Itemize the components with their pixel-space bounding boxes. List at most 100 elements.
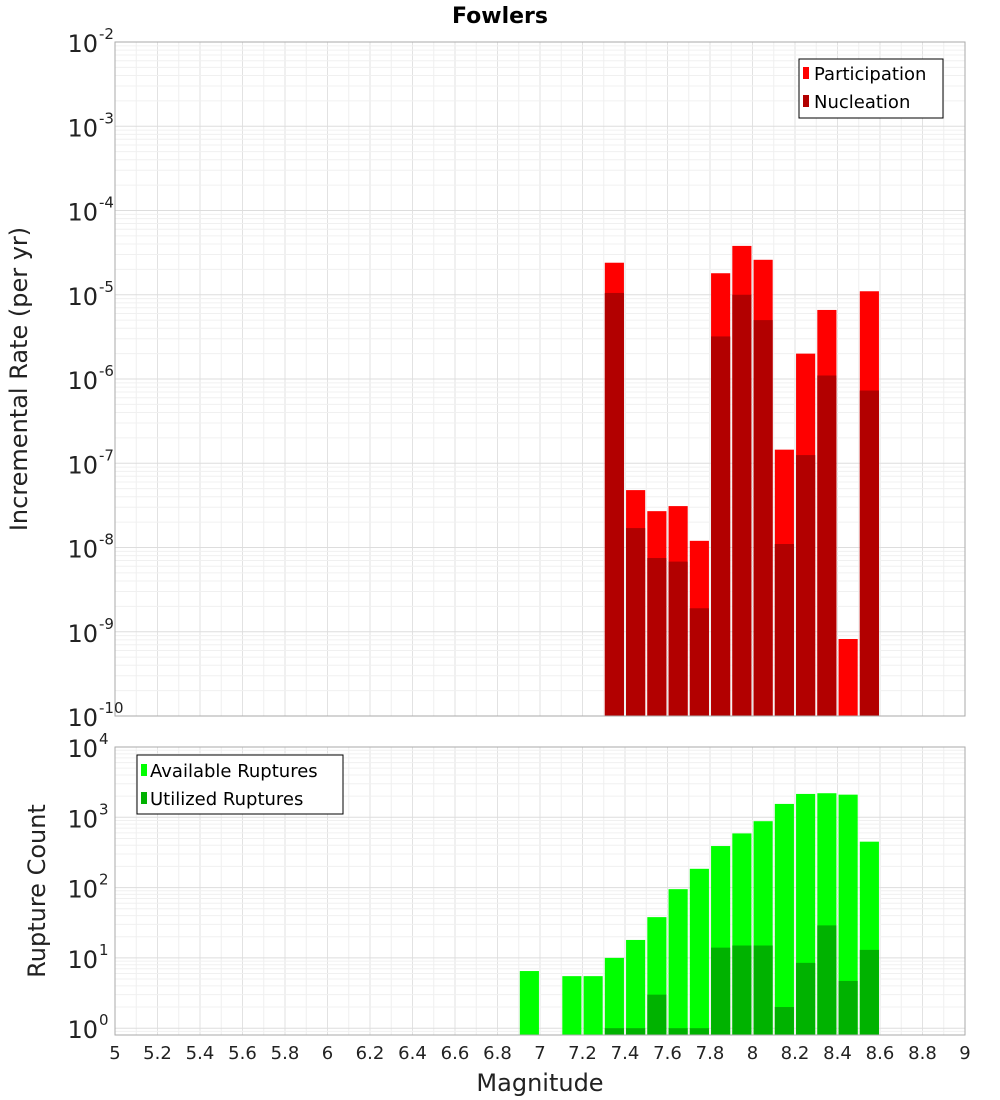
x-tick-label: 7.6 [653, 1043, 682, 1064]
x-tick-label: 7.2 [568, 1043, 597, 1064]
y-tick-exponent: 0 [99, 1011, 109, 1029]
rate-bars [604, 245, 879, 716]
y-tick-exponent: -6 [99, 362, 114, 380]
y-tick-label: 10 -7 [67, 446, 114, 479]
utilized-ruptures-bar [732, 945, 752, 1035]
count-plot-frame [114, 746, 966, 1036]
available-ruptures-bar [583, 976, 603, 1035]
rate-legend-box [798, 58, 944, 119]
x-tick-label: 6.8 [483, 1043, 512, 1064]
nucleation-bar [732, 294, 752, 716]
legend-swatch-available [141, 764, 147, 776]
y-tick-base: 10 [67, 451, 98, 479]
x-tick-label: 5.2 [143, 1043, 172, 1064]
rate-y-axis-label: Incremental Rate (per yr) [5, 227, 33, 531]
y-tick-base: 10 [67, 283, 98, 311]
available-ruptures-bar [562, 976, 582, 1035]
utilized-ruptures-bar [647, 994, 667, 1035]
nucleation-bar [689, 608, 709, 716]
x-tick-label: 5.4 [186, 1043, 215, 1064]
legend-label-utilized: Utilized Ruptures [150, 789, 303, 810]
rate-plot-frame [114, 41, 966, 717]
utilized-ruptures-bar [689, 1028, 709, 1035]
y-tick-exponent: 3 [99, 800, 109, 818]
y-tick-base: 10 [67, 536, 98, 564]
count-y-axis-label: Rupture Count [23, 804, 51, 978]
y-tick-base: 10 [67, 1016, 98, 1044]
y-tick-base: 10 [67, 704, 98, 732]
y-tick-exponent: -7 [99, 446, 114, 464]
available-ruptures-bar [626, 939, 646, 1035]
utilized-ruptures-bar [859, 949, 879, 1035]
y-tick-label: 10 -10 [67, 699, 123, 732]
available-ruptures-bar [604, 957, 624, 1035]
participation-bar [838, 639, 858, 716]
utilized-ruptures-bar [626, 1028, 646, 1035]
y-tick-base: 10 [67, 367, 98, 395]
y-tick-label: 10 1 [67, 941, 108, 974]
y-tick-label: 10 3 [67, 800, 108, 833]
y-tick-base: 10 [67, 876, 98, 904]
x-tick-label: 8.2 [781, 1043, 810, 1064]
utilized-ruptures-bar [774, 1007, 794, 1035]
count-legend-box [136, 754, 344, 815]
y-tick-base: 10 [67, 199, 98, 227]
count-legend: Available Ruptures Utilized Ruptures [136, 754, 344, 815]
y-tick-exponent: -5 [99, 278, 114, 296]
nucleation-bar [647, 558, 667, 716]
y-tick-label: 10 2 [67, 871, 108, 904]
available-ruptures-bar [774, 803, 794, 1035]
y-tick-base: 10 [67, 805, 98, 833]
legend-swatch-nucleation [803, 95, 809, 107]
utilized-ruptures-bar [753, 945, 773, 1035]
y-tick-label: 10 -3 [67, 109, 114, 142]
y-tick-base: 10 [67, 946, 98, 974]
nucleation-bar [859, 390, 879, 716]
y-tick-exponent: -3 [99, 109, 114, 127]
y-tick-label: 10 -4 [67, 194, 114, 227]
y-tick-base: 10 [67, 735, 98, 763]
nucleation-bar [626, 528, 646, 716]
legend-swatch-utilized [141, 792, 147, 804]
x-tick-label: 5 [109, 1043, 120, 1064]
rate-legend: Participation Nucleation [798, 58, 944, 119]
y-tick-exponent: -9 [99, 615, 114, 633]
nucleation-bar [774, 544, 794, 716]
y-tick-base: 10 [67, 114, 98, 142]
x-tick-label: 7.8 [696, 1043, 725, 1064]
utilized-ruptures-bar [604, 1028, 624, 1035]
utilized-ruptures-bar [711, 947, 731, 1035]
y-tick-label: 10 -6 [67, 362, 114, 395]
x-tick-label: 7.4 [611, 1043, 640, 1064]
count-x-ticks: 5 5.2 5.4 5.6 5.8 6 6.2 6.4 6.6 6.8 7 7.2 7.4 7.6 7.8 8… [109, 1043, 970, 1064]
y-tick-exponent: -10 [99, 699, 124, 717]
x-tick-label: 9 [959, 1043, 970, 1064]
y-tick-label: 10 4 [67, 730, 108, 763]
y-tick-base: 10 [67, 620, 98, 648]
utilized-ruptures-bar [817, 925, 837, 1035]
nucleation-bar [668, 561, 688, 716]
rate-grid [115, 42, 965, 716]
nucleation-bar [796, 455, 816, 716]
y-tick-label: 10 -8 [67, 531, 114, 564]
y-tick-exponent: -8 [99, 531, 114, 549]
count-bars [519, 793, 879, 1035]
legend-label-available: Available Ruptures [150, 761, 318, 782]
nucleation-bar [711, 336, 731, 716]
legend-swatch-participation [803, 67, 809, 79]
available-ruptures-bar [689, 868, 709, 1035]
y-tick-base: 10 [67, 30, 98, 58]
y-tick-exponent: -2 [99, 25, 114, 43]
y-tick-exponent: 2 [99, 871, 109, 889]
x-tick-label: 7 [534, 1043, 545, 1064]
x-tick-label: 5.6 [228, 1043, 257, 1064]
rate-y-ticks: 10-210-310-410-510-610-710-810-910-10 [67, 25, 123, 732]
x-tick-label: 6 [322, 1043, 333, 1064]
chart-title: Fowlers [452, 4, 548, 29]
nucleation-bar [604, 292, 624, 716]
available-ruptures-bar [838, 794, 858, 1035]
y-tick-label: 10 -5 [67, 278, 114, 311]
available-ruptures-bar [668, 889, 688, 1035]
